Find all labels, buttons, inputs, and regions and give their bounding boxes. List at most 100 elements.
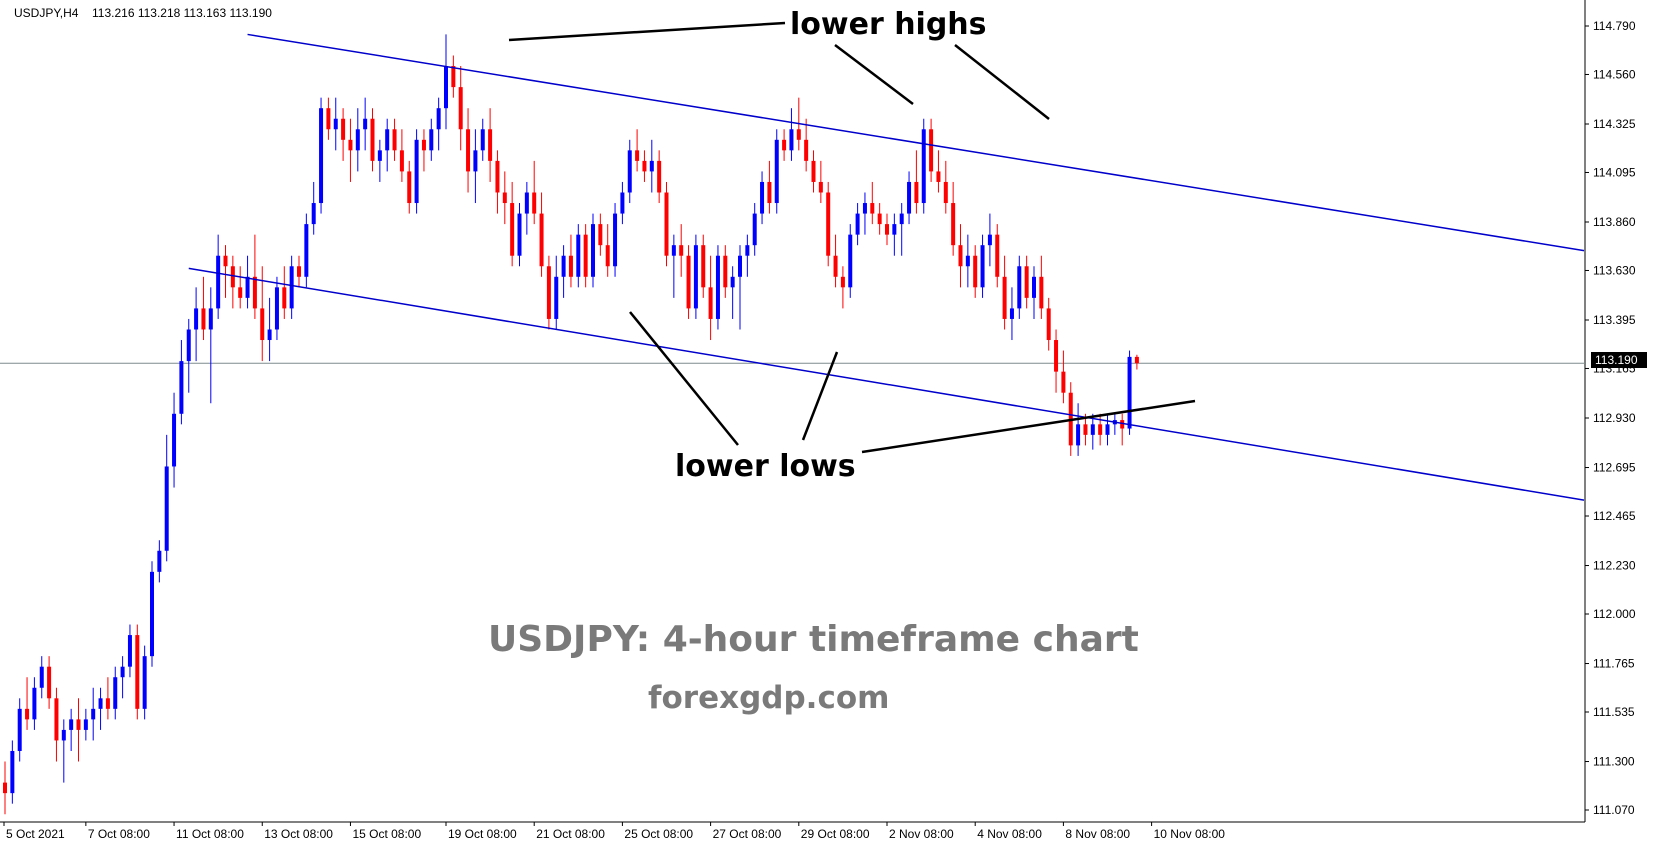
lower-lows-label: lower lows (675, 449, 856, 484)
candle-body (238, 287, 243, 298)
candle-body (458, 87, 463, 130)
candle-body (546, 266, 551, 319)
candle-body (554, 276, 559, 319)
candle-body (436, 108, 441, 130)
candle-body (252, 276, 257, 309)
candle (135, 624, 140, 720)
candle-body (69, 719, 74, 730)
candle-body (1032, 276, 1036, 298)
candle (127, 624, 132, 678)
candle (686, 245, 691, 319)
candle (69, 708, 74, 751)
y-tick-label: 114.095 (1593, 165, 1636, 179)
candle-body (370, 118, 375, 161)
candle-body (598, 224, 603, 246)
candle-body (282, 287, 287, 309)
candle (546, 255, 551, 330)
candle (657, 150, 662, 204)
candle (1002, 255, 1007, 330)
candle (444, 34, 448, 130)
candle-body (179, 361, 184, 414)
candle-body (943, 181, 948, 204)
candle-body (576, 234, 581, 277)
candle-body (539, 213, 544, 267)
candle-body (973, 255, 978, 288)
watermark-site: forexgdp.com (648, 680, 889, 716)
candle-body (407, 171, 412, 204)
candle (561, 245, 566, 298)
candle-body (745, 245, 750, 256)
candle-body (444, 66, 448, 109)
candle (333, 97, 338, 151)
candle-body (289, 266, 294, 309)
candle (377, 139, 382, 182)
candle-body (664, 192, 669, 256)
candle-body (260, 308, 265, 341)
candle-body (47, 666, 52, 699)
candle (701, 234, 706, 298)
candle-body (495, 160, 500, 193)
candle-body (1090, 424, 1095, 435)
annotation-pointers (508, 21, 1196, 454)
candle-body (76, 719, 81, 730)
lower-lows-pointer-1 (629, 311, 739, 446)
candle-body (818, 181, 823, 193)
lower-lows-pointer-2 (801, 351, 839, 441)
candle-body (649, 160, 654, 172)
candle (355, 108, 360, 172)
y-tick-label: 114.325 (1593, 117, 1636, 131)
candle-body (708, 287, 713, 319)
candle-body (760, 181, 765, 214)
candle (319, 97, 324, 214)
candle-body (186, 329, 191, 362)
candle (17, 698, 22, 762)
candle-body (83, 719, 88, 730)
price-axis: 114.790 114.560 114.325 114.095 113.860 113.6… (1585, 19, 1636, 817)
candle (929, 118, 934, 182)
x-tick-label: 4 Nov 08:00 (977, 827, 1042, 841)
candle (635, 129, 640, 172)
candle (47, 656, 52, 709)
candle-body (150, 571, 154, 657)
candle (576, 224, 581, 288)
candle-body (142, 656, 147, 709)
candle-body (25, 708, 30, 720)
candle (1120, 413, 1125, 446)
lower-lows-pointer-3 (861, 399, 1196, 454)
candle-body (297, 266, 301, 277)
candle-body (61, 729, 66, 741)
candle-body (164, 466, 169, 551)
candle (172, 392, 177, 488)
candle-body (657, 160, 662, 193)
candle-body (517, 213, 522, 256)
candle-body (385, 129, 390, 151)
candle-body (693, 245, 698, 309)
candle-body (936, 171, 941, 182)
candle (289, 255, 294, 319)
candle (436, 97, 441, 151)
candle (488, 108, 493, 182)
candle-body (877, 213, 882, 225)
candle-body (54, 698, 59, 741)
candle (833, 234, 838, 288)
candle-body (855, 213, 860, 235)
candle-body (774, 139, 779, 204)
candle (245, 255, 250, 309)
candle (32, 677, 37, 730)
candle-body (355, 129, 360, 151)
candle-body (392, 129, 397, 151)
candle (554, 255, 559, 330)
candle (745, 234, 750, 277)
candle-body (510, 203, 515, 256)
candle (583, 224, 588, 288)
y-tick-label: 112.465 (1593, 509, 1636, 523)
candle (907, 171, 912, 225)
candle-body (583, 234, 588, 277)
y-tick-label: 113.860 (1593, 215, 1636, 229)
candle (348, 118, 353, 182)
candle-body (502, 192, 507, 204)
candle-body (642, 160, 647, 172)
candle-body (10, 750, 15, 794)
candle-body (1120, 420, 1125, 429)
candle (870, 181, 875, 225)
